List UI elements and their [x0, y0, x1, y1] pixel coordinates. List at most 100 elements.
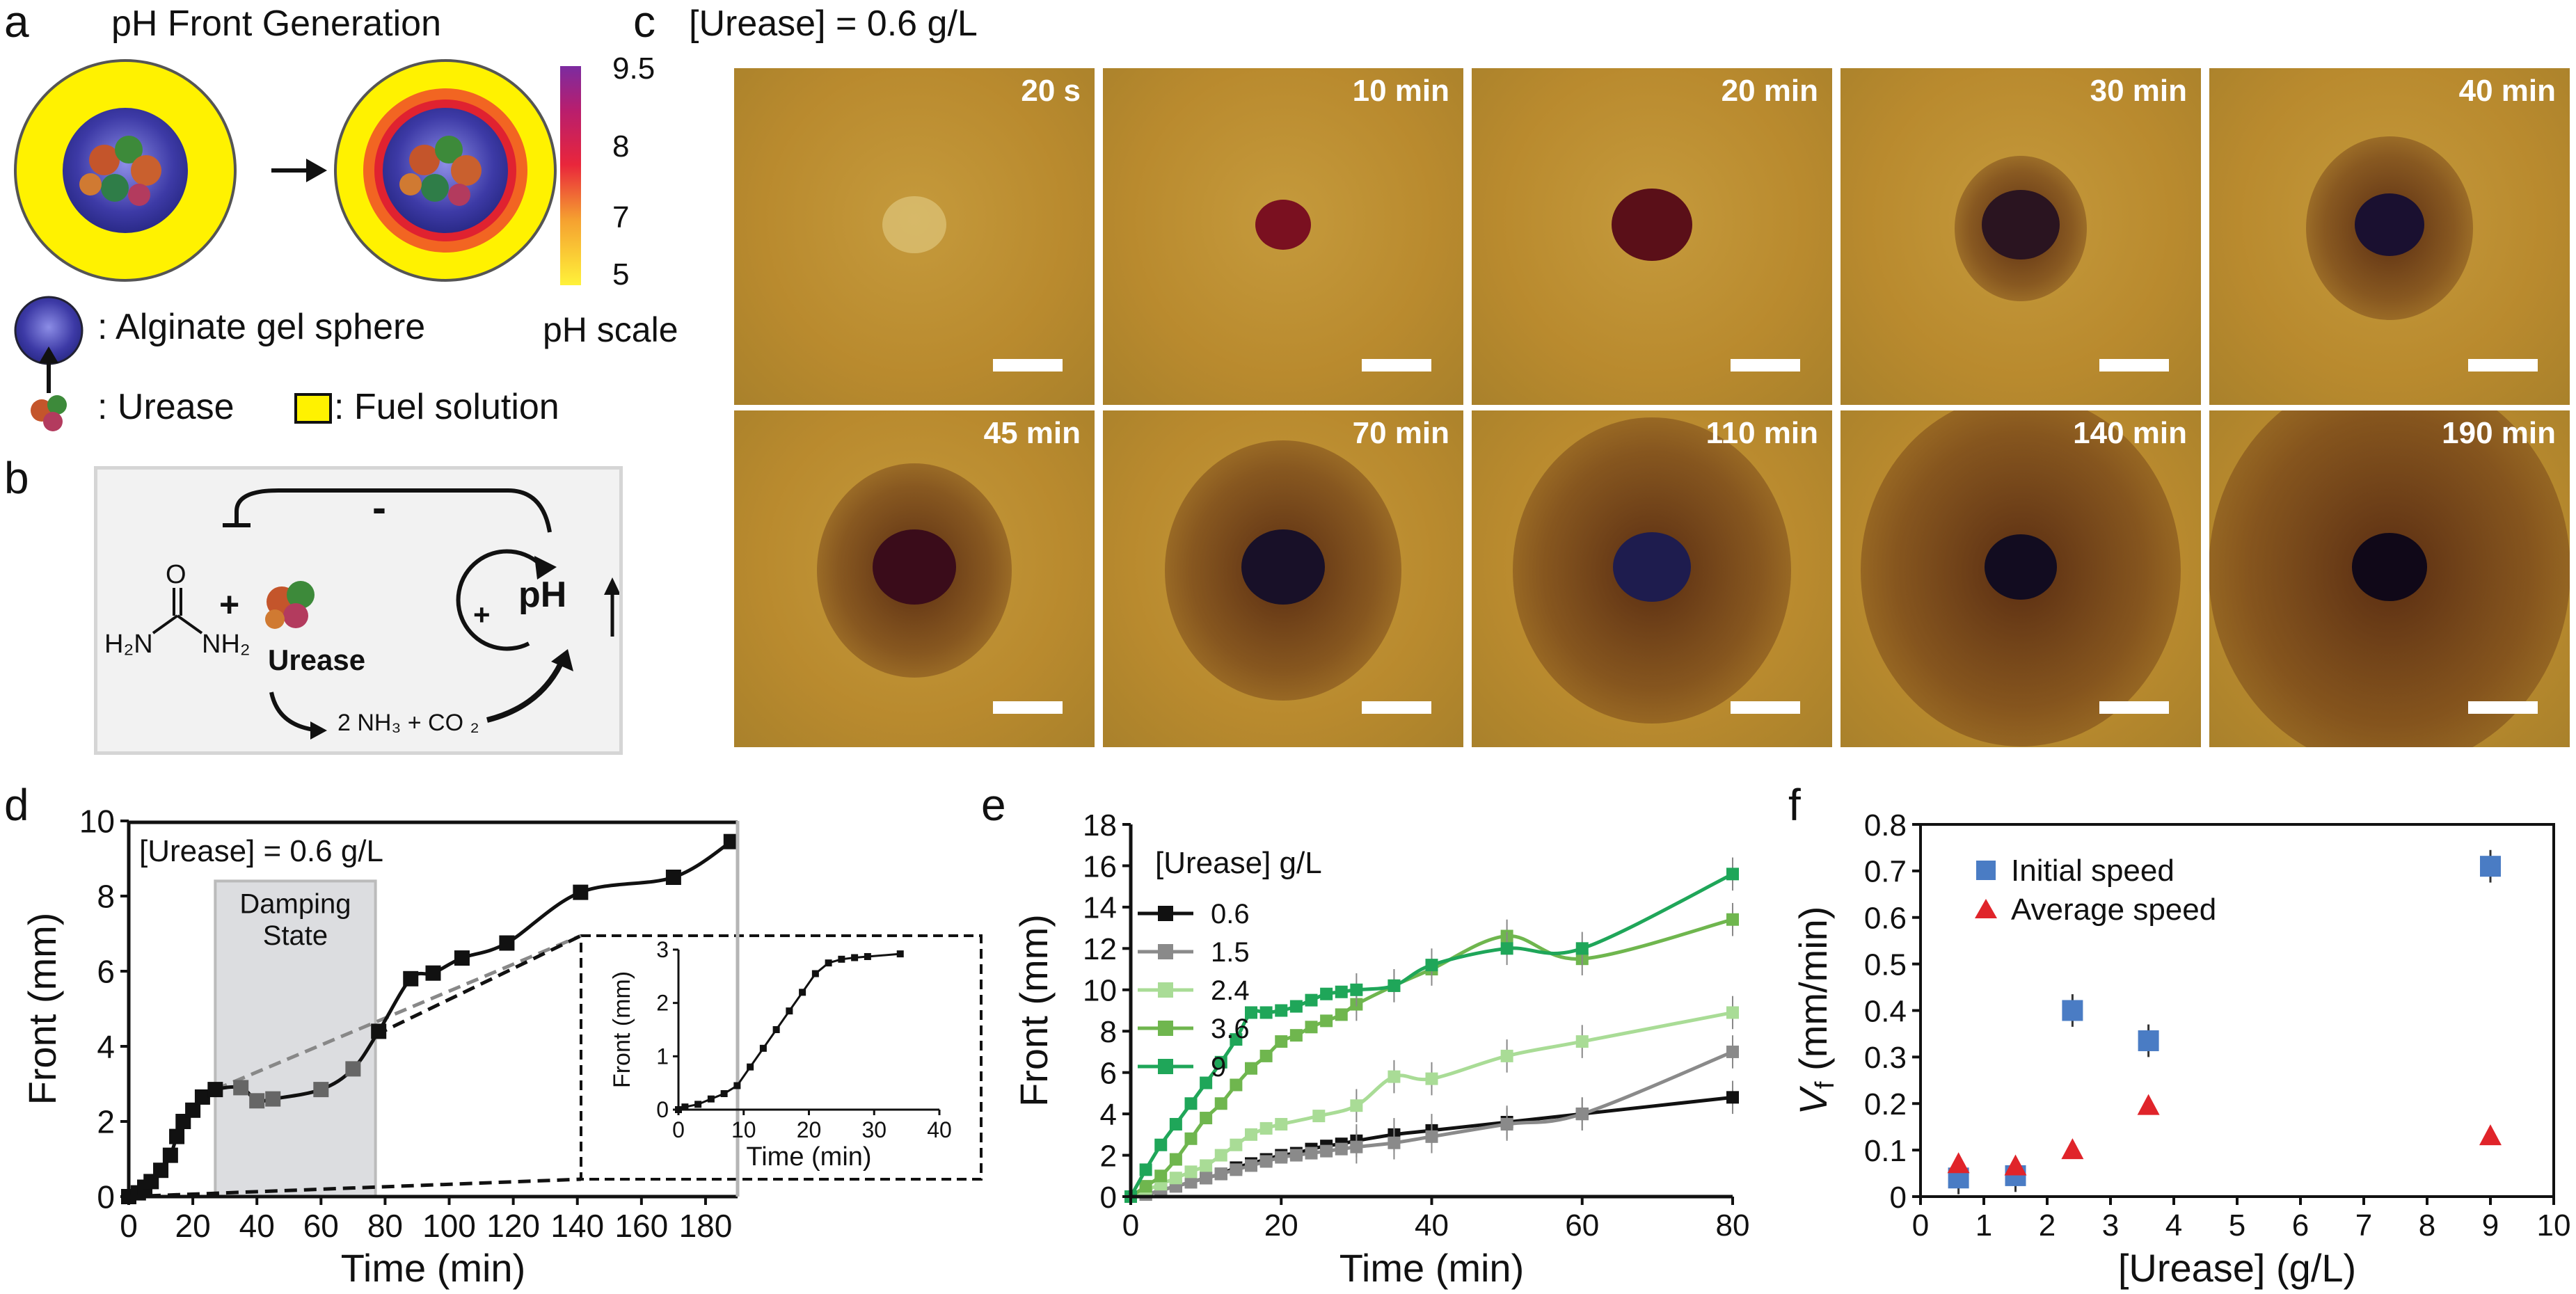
- ph-scale-bar: [560, 66, 581, 285]
- timestamp-label: 30 min: [2090, 74, 2187, 108]
- x-tick-label: 8: [2419, 1208, 2435, 1243]
- x-tick-label: 0: [1122, 1208, 1139, 1243]
- data-point: [1726, 1045, 1739, 1058]
- data-point: [1350, 1099, 1363, 1112]
- legend-label: 0.6: [1211, 899, 1250, 929]
- data-point: [1305, 993, 1318, 1007]
- y-tick-label: 4: [1100, 1098, 1117, 1132]
- data-point: [1388, 979, 1401, 992]
- legend-label: 3.6: [1211, 1014, 1250, 1044]
- data-point: [1726, 913, 1739, 926]
- y-tick-label: 10: [1083, 974, 1117, 1008]
- inset-data-point: [747, 1063, 754, 1071]
- scale-bar: [993, 701, 1063, 714]
- data-point: [1388, 1070, 1401, 1083]
- data-point: [1335, 1008, 1348, 1021]
- y-tick-label: 0: [1890, 1181, 1907, 1215]
- gel-sphere: [2352, 533, 2427, 601]
- timestamp-label: 70 min: [1352, 416, 1449, 450]
- scale-bar: [1731, 359, 1800, 372]
- ph-label: pH: [518, 575, 567, 615]
- y-tick-label: 0.1: [1864, 1134, 1907, 1168]
- data-point: [1289, 1029, 1303, 1042]
- panel-c-title: [Urease] = 0.6 g/L: [689, 3, 978, 44]
- x-tick-label: 20: [1264, 1208, 1298, 1243]
- urease-label: Urease: [268, 644, 366, 676]
- average-speed-point: [2479, 1124, 2502, 1146]
- legend-label: 9: [1211, 1052, 1226, 1083]
- gel-sphere: [882, 195, 946, 254]
- data-point: [1259, 1049, 1273, 1062]
- gel-sphere-right: [383, 108, 508, 233]
- inset-y-tick-label: 1: [656, 1044, 669, 1069]
- legend-marker-initial: [1976, 861, 1996, 880]
- data-point: [1154, 1138, 1168, 1151]
- gel-sphere: [1613, 532, 1691, 602]
- inset-frame: [580, 934, 983, 1181]
- y-tick-label: 0.7: [1864, 855, 1907, 889]
- data-point: [1245, 1128, 1257, 1141]
- average-speed-point: [2004, 1154, 2027, 1176]
- x-tick-label: 100: [422, 1208, 476, 1244]
- inhibition-minus: -: [372, 484, 386, 531]
- panel-b-diagram: [152, 488, 621, 740]
- panel-f-chart: 0 1 2 3 4 5 6 7 8 9 10 0 0.1 0.2 0.3 0.4 0.5 0.6 0.7 0.8 Ini…: [1791, 808, 2570, 1290]
- photo-frame: 10 min: [1103, 68, 1463, 405]
- data-point: [185, 1102, 201, 1118]
- data-point: [665, 870, 681, 885]
- data-point: [1350, 1140, 1363, 1153]
- legend-marker: [1158, 944, 1173, 959]
- data-point: [1275, 1151, 1288, 1164]
- data-point: [1169, 1153, 1182, 1166]
- y-axis-label: Vf (mm/min): [1791, 906, 1840, 1115]
- data-point: [723, 833, 739, 849]
- data-point: [573, 884, 589, 900]
- y-tick-label: 0.8: [1864, 808, 1907, 842]
- inset-data-point: [772, 1026, 780, 1033]
- y-tick-label: 4: [97, 1029, 115, 1065]
- data-point: [1214, 1167, 1227, 1181]
- inset-x-tick-label: 40: [927, 1117, 952, 1142]
- data-point: [1139, 1163, 1152, 1176]
- data-point: [1214, 1097, 1227, 1110]
- data-point: [1200, 1159, 1213, 1172]
- data-point: [1500, 942, 1513, 955]
- y-tick-label: 16: [1083, 849, 1117, 884]
- data-point: [1245, 1006, 1257, 1019]
- data-point: [207, 1082, 223, 1098]
- x-tick-label: 5: [2229, 1208, 2245, 1243]
- data-point: [265, 1091, 281, 1107]
- y-tick-label: 6: [1100, 1057, 1117, 1091]
- inset-data-point: [825, 959, 832, 967]
- urease-enzyme-icon: [265, 581, 315, 629]
- x-tick-label: 7: [2355, 1208, 2372, 1243]
- data-point: [169, 1128, 185, 1144]
- timestamp-label: 190 min: [2442, 416, 2556, 450]
- inset-x-tick-label: 10: [731, 1117, 756, 1142]
- gel-sphere: [1982, 189, 2060, 260]
- ph-scale-label: pH scale: [543, 310, 678, 349]
- data-point: [1335, 985, 1348, 998]
- panel-label-b: b: [4, 453, 29, 503]
- data-point: [1289, 1149, 1303, 1162]
- data-point: [1388, 1136, 1401, 1149]
- feedback-loop-arrow: [456, 549, 545, 651]
- data-point: [1320, 987, 1333, 1000]
- gel-sphere: [1612, 188, 1692, 262]
- photo-frame: 110 min: [1472, 410, 1832, 747]
- urea-oxygen: O: [166, 560, 186, 589]
- panel-b-box: - O H₂N NH₂ + Urease + pH 2 NH₃ + CO ₂: [94, 466, 623, 755]
- data-point: [454, 950, 470, 966]
- y-tick-label: 8: [1100, 1015, 1117, 1049]
- urease-cluster-left: [79, 136, 161, 206]
- data-point: [194, 1089, 210, 1105]
- inset-data-point: [811, 970, 819, 977]
- data-point: [1184, 1132, 1198, 1145]
- scale-bar: [2468, 359, 2538, 372]
- data-point: [1726, 1006, 1739, 1019]
- photo-frame: 20 s: [734, 68, 1095, 405]
- data-point: [1184, 1165, 1198, 1179]
- inset-data-point: [851, 954, 859, 961]
- data-point: [1214, 1055, 1227, 1069]
